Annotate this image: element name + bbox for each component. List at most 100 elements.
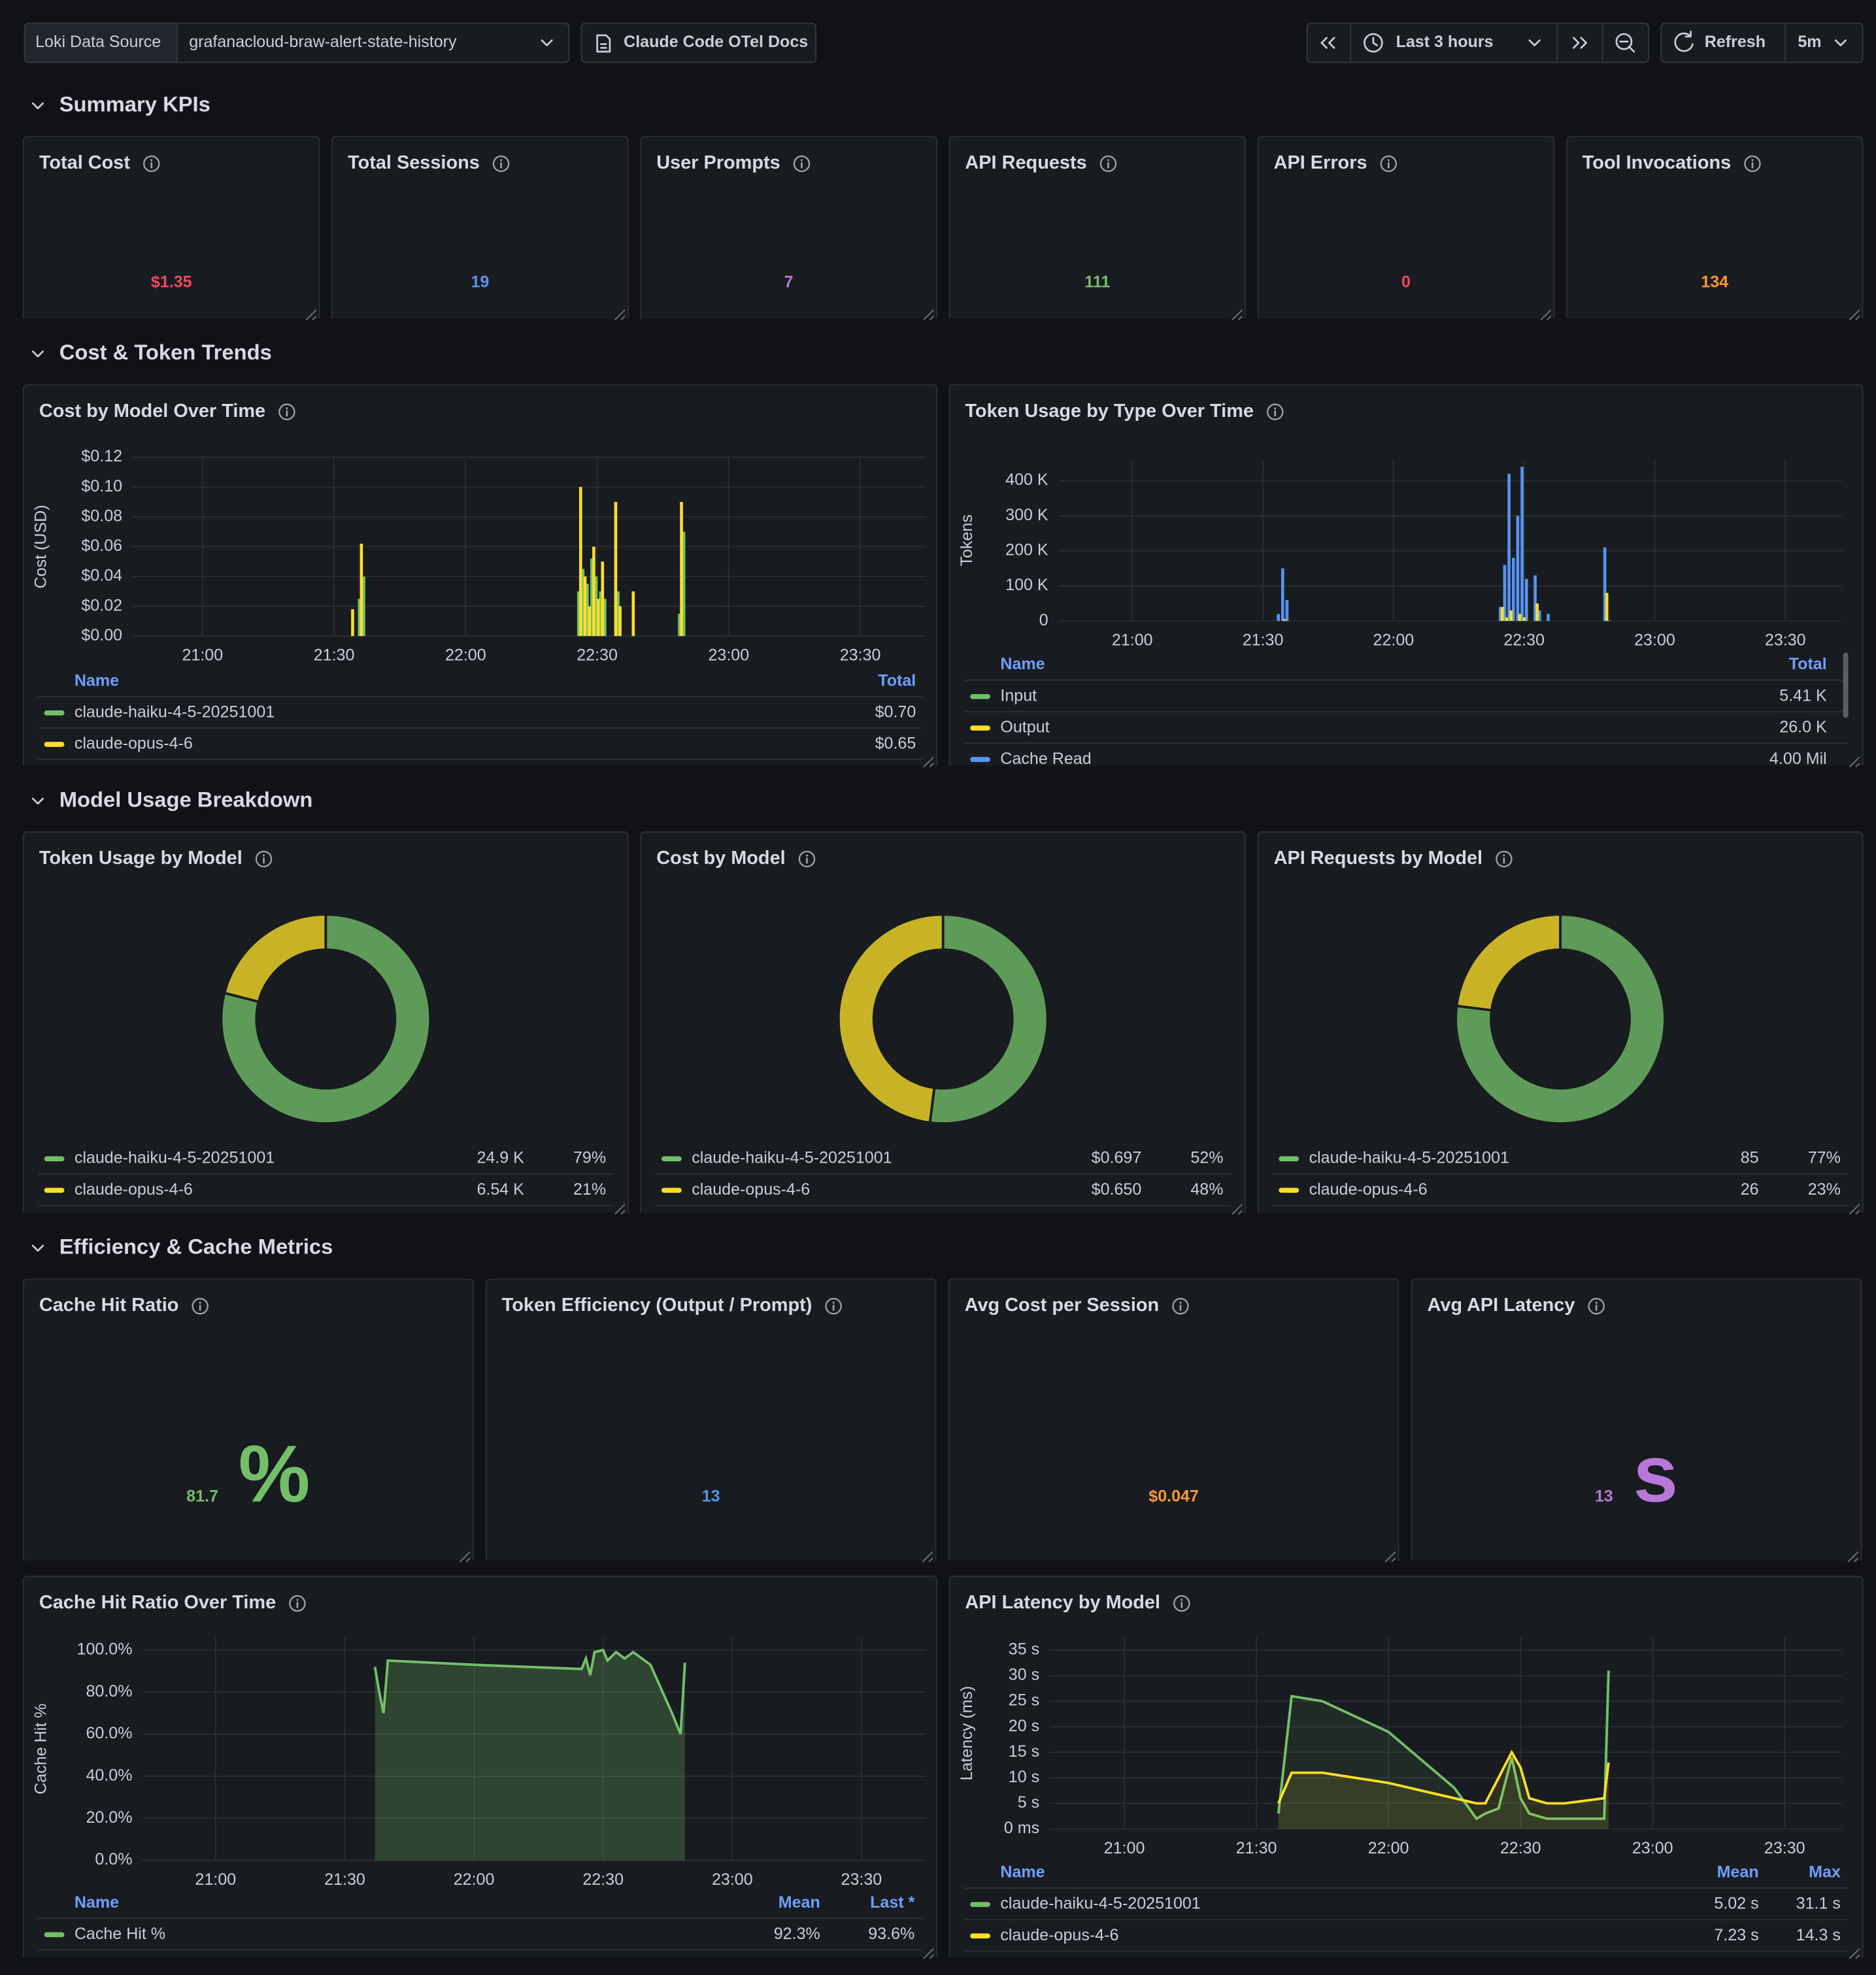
resize-handle <box>923 1948 934 1959</box>
legend-header[interactable]: Name <box>1000 655 1045 673</box>
panel: Token Efficiency (Output / Prompt) 13 <box>485 1278 937 1561</box>
legend-header[interactable]: Total <box>1789 655 1827 673</box>
x-tick-label: 22:30 <box>1503 631 1545 650</box>
docs-link[interactable]: Claude Code OTel Docs <box>624 33 808 51</box>
legend-name[interactable]: claude-opus-4-6 <box>75 1180 193 1199</box>
panel-title: Cost by Model <box>656 848 785 869</box>
y-tick-label: $0.06 <box>81 537 122 555</box>
legend-name[interactable]: claude-haiku-4-5-20251001 <box>1000 1895 1200 1913</box>
refresh-icon <box>1674 30 1694 52</box>
legend-name[interactable]: claude-opus-4-6 <box>1309 1180 1428 1199</box>
time-forward-button[interactable] <box>1572 37 1587 49</box>
section-collapse-icon[interactable] <box>31 350 44 357</box>
legend-name[interactable]: Output <box>1000 718 1049 737</box>
legend-name[interactable]: Input <box>1000 686 1037 705</box>
legend-amount: 85 <box>1741 1149 1759 1167</box>
y-tick-label: $0.10 <box>81 477 122 495</box>
section-collapse-icon[interactable] <box>31 102 44 110</box>
legend-name[interactable]: claude-haiku-4-5-20251001 <box>75 703 275 721</box>
bar <box>599 591 603 637</box>
bar <box>1547 614 1550 622</box>
y-tick-label: 5 s <box>1018 1793 1039 1812</box>
legend-amount: 24.9 K <box>477 1149 524 1167</box>
bar <box>1503 620 1506 622</box>
refresh-label[interactable]: Refresh <box>1705 33 1766 51</box>
legend-percent: 21% <box>573 1180 606 1199</box>
legend-header[interactable]: Mean <box>779 1893 820 1912</box>
time-back-button[interactable] <box>1320 37 1335 49</box>
section-collapse-icon[interactable] <box>31 1244 44 1252</box>
bar <box>614 502 618 637</box>
legend-amount: 26 <box>1741 1180 1759 1199</box>
time-range[interactable]: Last 3 hours <box>1396 33 1494 51</box>
bar <box>358 599 361 637</box>
panel-background <box>22 384 938 766</box>
chevron-icon[interactable] <box>1528 39 1541 46</box>
x-tick-label: 23:30 <box>1764 1839 1805 1857</box>
legend-name[interactable]: claude-opus-4-6 <box>75 735 193 753</box>
info-icon <box>798 850 816 868</box>
stat-number: 13 <box>702 1487 720 1505</box>
bar <box>581 569 585 637</box>
legend-name[interactable]: claude-haiku-4-5-20251001 <box>75 1149 275 1167</box>
legend-header[interactable]: Max <box>1809 1863 1841 1882</box>
legend-header[interactable]: Total <box>878 671 916 689</box>
resize-handle <box>1231 1203 1243 1215</box>
zoom-out-button[interactable] <box>1615 33 1633 50</box>
bar <box>351 609 354 637</box>
legend-name[interactable]: claude-opus-4-6 <box>692 1180 810 1199</box>
legend-name[interactable]: claude-haiku-4-5-20251001 <box>692 1149 892 1167</box>
bar <box>1520 467 1524 622</box>
donut-slice <box>1458 916 1561 1011</box>
y-tick-label: 400 K <box>1005 471 1048 489</box>
section-title[interactable]: Model Usage Breakdown <box>59 787 313 811</box>
section-title[interactable]: Efficiency & Cache Metrics <box>59 1235 333 1259</box>
donut-slice <box>1457 916 1664 1123</box>
legend-header[interactable]: Name <box>1000 1863 1045 1882</box>
legend-header[interactable]: Name <box>75 1893 119 1912</box>
section-title[interactable]: Cost & Token Trends <box>59 340 272 364</box>
legend-header[interactable]: Name <box>75 671 119 689</box>
refresh-button[interactable] <box>1660 22 1864 63</box>
y-tick-label: $0.04 <box>81 567 122 585</box>
docs-link-button[interactable] <box>580 22 817 63</box>
panel-title: API Requests <box>965 152 1086 173</box>
panel-background <box>22 136 320 319</box>
legend-name[interactable]: claude-opus-4-6 <box>1000 1926 1118 1944</box>
section-collapse-icon[interactable] <box>31 797 44 805</box>
legend-header[interactable]: Mean <box>1717 1863 1759 1882</box>
legend-name[interactable]: Cache Read <box>1000 750 1091 768</box>
panel: Token Usage by Type Over Time Tokens 0 100 … <box>948 384 1864 768</box>
bar <box>1498 606 1502 622</box>
resize-handle <box>1849 1948 1860 1959</box>
y-tick-label: 20 s <box>1009 1717 1039 1735</box>
resize-handle <box>1847 1551 1859 1563</box>
bar <box>577 591 580 637</box>
y-axis-label: Latency (ms) <box>958 1686 976 1781</box>
bar <box>586 584 589 637</box>
chevron-icon[interactable] <box>1834 39 1847 46</box>
bar <box>631 591 635 637</box>
donut-slice <box>222 916 429 1123</box>
info-icon <box>1496 850 1513 868</box>
resize-handle <box>614 1203 626 1215</box>
x-tick-label: 23:00 <box>712 1870 753 1889</box>
legend-value: 92.3% <box>774 1925 820 1943</box>
legend-name[interactable]: Cache Hit % <box>75 1925 165 1943</box>
panel-title: Token Usage by Model <box>39 848 243 869</box>
info-icon <box>289 1595 306 1612</box>
info-icon <box>1099 155 1117 173</box>
legend-header[interactable]: Last * <box>870 1893 914 1912</box>
legend-scrollbar[interactable] <box>1843 652 1849 718</box>
section-title[interactable]: Summary KPIs <box>59 92 210 116</box>
datasource-value[interactable]: grafanacloud-braw-alert-state-history <box>189 33 457 51</box>
y-tick-label: 200 K <box>1005 541 1048 559</box>
bar <box>1505 617 1509 622</box>
chevron-icon[interactable] <box>541 39 553 46</box>
legend-name[interactable]: claude-haiku-4-5-20251001 <box>1309 1149 1509 1167</box>
bar <box>1535 603 1539 622</box>
refresh-interval[interactable]: 5m <box>1798 33 1821 51</box>
info-icon <box>825 1297 842 1315</box>
